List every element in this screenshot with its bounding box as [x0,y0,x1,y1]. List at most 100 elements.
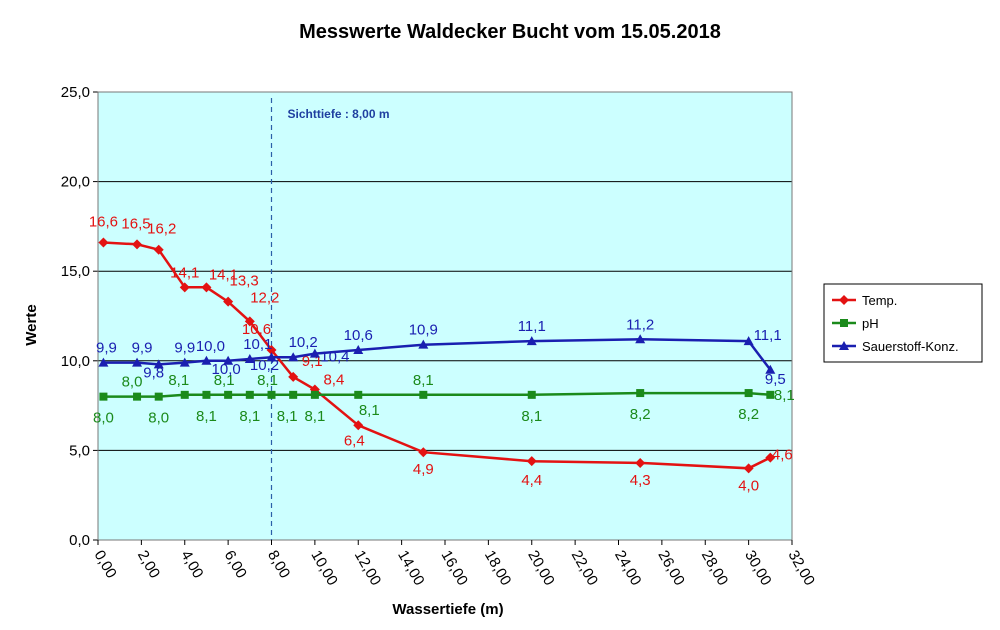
ph-point [202,390,211,399]
sichttiefe-label: Sichttiefe : 8,00 m [288,107,390,121]
temp-data-label: 12,2 [250,289,279,306]
ph-data-label: 8,1 [774,387,795,404]
temp-point [743,463,754,474]
ph-point [224,390,233,399]
temp-data-label: 8,4 [323,371,344,388]
sauerstoff-konz-point [179,357,190,367]
x-tick-label: 24,00 [611,548,644,589]
x-tick-label: 6,00 [221,548,250,582]
sauerstoff-konz-point [309,348,320,358]
x-tick-label: 14,00 [394,548,427,589]
y-tick-label: 0,0 [69,532,90,549]
temp-point [201,282,212,293]
ph-data-label: 8,1 [168,372,189,389]
sauerstoff-konz-point [635,334,646,344]
y-axis-title: Werte [23,304,40,345]
sauerstoff-konz-point [418,339,429,349]
sauerstoff-konz-data-label: 9,9 [132,340,153,357]
temp-point [98,237,109,248]
sauerstoff-konz-data-label: 10,1 [243,336,272,353]
temp-line [103,241,771,470]
sauerstoff-konz-data-label: 10,6 [344,327,373,344]
temp-data-label: 4,4 [521,472,542,489]
sauerstoff-konz-line [103,338,772,371]
temp-point [526,456,537,467]
temp-data-label: 10,6 [242,321,271,338]
x-tick-label: 16,00 [438,548,471,589]
sauerstoff-konz-data-label: 11,2 [626,316,654,333]
chart-title: Messwerte Waldecker Bucht vom 15.05.2018 [299,21,721,43]
y-tick-label: 25,0 [61,84,90,101]
sauerstoff-konz-data-label: 10,0 [212,361,241,378]
sauerstoff-konz-data-label: 9,9 [174,340,195,357]
temp-point [288,371,299,382]
ph-point [99,392,108,401]
x-tick-label: 18,00 [481,548,514,589]
ph-point [310,390,319,399]
temp-data-label: 6,4 [344,432,365,449]
ph-point [289,390,298,399]
ph-data-label: 8,2 [630,406,651,423]
temp-point [266,345,277,356]
sauerstoff-konz-data-label: 10,9 [409,322,438,339]
ph-data-label: 8,0 [122,374,143,391]
legend-label-temp: Temp. [862,293,897,308]
sauerstoff-konz-point [526,336,537,346]
x-tick-label: 10,00 [307,548,340,589]
ph-point [527,390,536,399]
ph-point [766,390,775,399]
ph-point [180,390,189,399]
temp-data-label: 4,3 [630,472,651,489]
ph-data-label: 8,1 [277,408,298,425]
ph-point [636,389,645,398]
sauerstoff-konz-data-label: 10,2 [250,357,279,374]
x-tick-label: 28,00 [698,548,731,589]
x-tick-label: 4,00 [177,548,206,582]
y-tick-label: 10,0 [61,353,90,370]
sauerstoff-konz-point [244,354,255,364]
sauerstoff-konz-point [266,352,277,362]
plot-background [98,92,792,540]
temp-data-label: 16,6 [89,214,118,231]
x-tick-label: 30,00 [741,548,774,589]
temp-data-label: 4,9 [413,461,434,478]
temp-point [244,316,255,327]
temp-data-label: 13,3 [230,273,259,290]
temp-point [223,296,234,307]
temp-data-label: 16,2 [147,221,176,238]
temp-data-label: 4,6 [772,447,793,464]
x-tick-label: 8,00 [264,548,293,582]
y-tick-label: 20,0 [61,174,90,191]
y-tick-label: 5,0 [69,442,90,459]
ph-point [267,390,276,399]
x-tick-label: 20,00 [524,548,557,589]
legend-marker-sauerstoff-konz [839,341,849,350]
x-tick-label: 26,00 [654,548,687,589]
ph-data-label: 8,1 [196,408,217,425]
ph-point [245,390,254,399]
sauerstoff-konz-data-label: 11,1 [518,318,546,335]
ph-point [744,389,753,398]
temp-data-label: 14,1 [170,264,199,281]
plot-area: 0,0 5,0 10,0 15,0 20,0 25,0 0,00 2,00 4,00 6,00 8,… [61,84,818,589]
temp-point [353,420,364,431]
ph-line [103,391,771,398]
ph-point [154,392,163,401]
legend-label-sauerstoff-konz: Sauerstoff-Konz. [862,339,959,354]
x-axis-title: Wassertiefe (m) [392,601,503,618]
x-tick-label: 12,00 [351,548,384,589]
ph-point [133,392,142,401]
temp-data-label: 14,1 [209,266,238,283]
sauerstoff-konz-point [353,345,364,355]
legend-marker-ph [840,319,848,327]
ph-data-label: 8,1 [214,372,235,389]
ph-data-label: 8,1 [257,372,278,389]
sauerstoff-konz-data-label: 10,2 [289,334,318,351]
sauerstoff-konz-point [743,336,754,346]
temp-data-label: 16,5 [121,215,150,232]
sauerstoff-konz-point [201,355,212,365]
temp-point [635,457,646,468]
ph-data-label: 8,1 [521,408,542,425]
ph-data-label: 8,1 [304,408,325,425]
